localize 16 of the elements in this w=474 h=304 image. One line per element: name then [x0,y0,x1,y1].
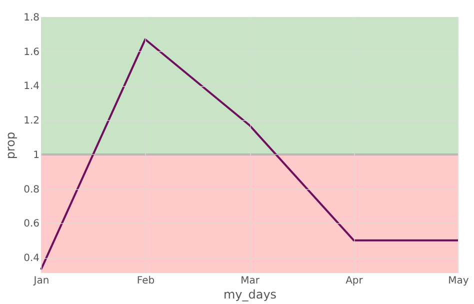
y-tick-label: 1.2 [24,116,40,127]
x-tick-label: Mar [240,276,260,286]
y-tick-label: 1 [33,150,40,161]
y-tick-label: 1.8 [24,12,40,24]
y-tick-label: 0.6 [24,218,40,230]
y-tick-label: 1.6 [24,46,40,58]
line-series [40,38,459,271]
y-tick-label: 0.8 [24,184,40,196]
y-tick-label: 0.4 [24,253,40,264]
x-tick-label: Apr [346,276,364,286]
x-tick-label: May [448,276,469,286]
x-tick-label: Feb [136,276,155,286]
y-tick-label: 1.4 [24,81,40,92]
x-axis-title: my_days [223,288,277,302]
y-axis-title: prop [4,132,18,160]
x-tick-label: Jan [32,276,50,286]
